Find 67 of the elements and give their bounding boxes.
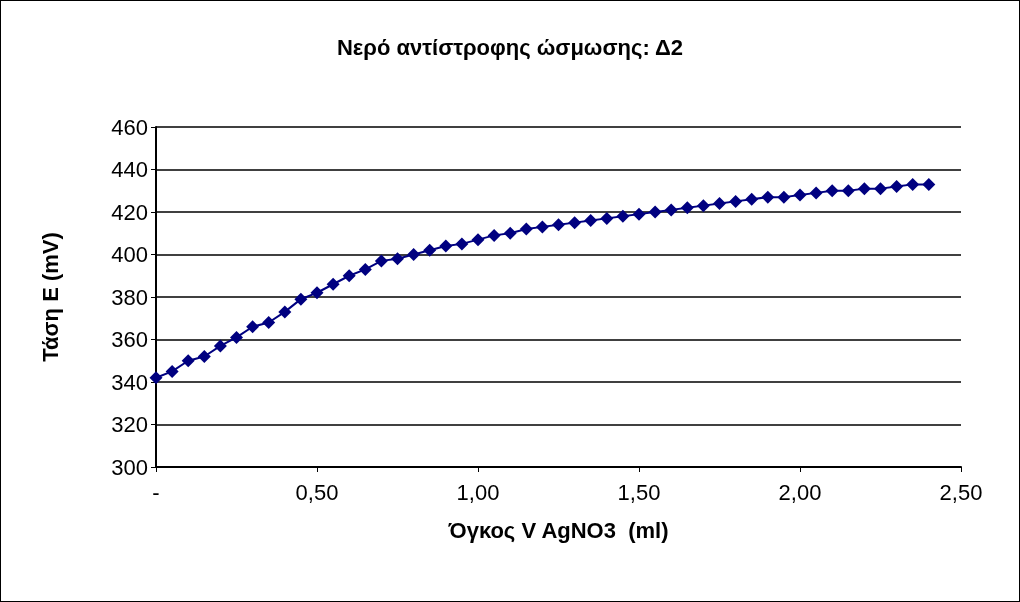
point	[326, 277, 340, 291]
point	[552, 218, 565, 232]
point	[165, 364, 179, 378]
y-tick-label: 300	[111, 454, 148, 480]
point	[391, 252, 404, 266]
y-tick-label: 400	[111, 242, 148, 267]
point	[777, 190, 791, 204]
point	[213, 339, 227, 353]
x-tick-label: 0,50	[295, 479, 339, 505]
point	[439, 239, 453, 253]
point	[568, 216, 582, 230]
point	[793, 188, 807, 202]
point	[471, 233, 485, 247]
point	[519, 222, 533, 236]
point	[262, 316, 276, 329]
point	[584, 214, 598, 227]
point	[696, 199, 710, 213]
point	[825, 184, 839, 198]
y-tick-label: 440	[111, 157, 148, 182]
x-tick-label: 1,50	[617, 479, 661, 505]
point	[841, 184, 855, 198]
point	[423, 243, 437, 257]
point	[761, 190, 775, 204]
point	[664, 203, 678, 217]
point	[374, 254, 388, 268]
y-axis-title: Τάση E (mV)	[37, 232, 63, 362]
point	[197, 350, 211, 363]
point	[922, 177, 936, 191]
x-tick-label: 2,00	[778, 479, 822, 505]
point	[809, 186, 823, 200]
point	[358, 262, 372, 276]
point	[310, 286, 324, 300]
point	[535, 220, 549, 234]
point	[600, 211, 614, 225]
point	[648, 205, 662, 219]
point	[455, 237, 469, 251]
point	[680, 201, 694, 215]
y-tick-label: 320	[111, 412, 148, 437]
point	[745, 192, 759, 206]
x-tick-label: 1,00	[456, 479, 500, 505]
y-tick-label: 340	[111, 369, 148, 395]
point	[729, 194, 743, 208]
point	[149, 371, 163, 385]
point	[407, 248, 421, 261]
point	[503, 226, 517, 240]
point	[874, 182, 887, 196]
point	[294, 292, 308, 306]
point	[906, 177, 920, 191]
point	[278, 305, 292, 319]
x-tick-label: 2,50	[939, 479, 983, 505]
x-axis-title: Όγκος V AgNO3 (ml)	[447, 517, 669, 543]
chart-title: Νερό αντίστροφης ώσμωσης: Δ2	[336, 34, 684, 60]
y-tick-label: 420	[111, 199, 148, 225]
point	[616, 209, 630, 223]
point	[890, 180, 904, 193]
x-tick-label: -	[152, 479, 160, 505]
y-tick-label: 460	[111, 114, 148, 140]
y-tick-label: 380	[111, 284, 148, 310]
point	[181, 354, 195, 368]
y-tick-label: 360	[111, 327, 148, 352]
point	[632, 207, 646, 221]
point	[713, 197, 726, 210]
point	[342, 269, 356, 283]
point	[246, 320, 260, 334]
point	[857, 182, 871, 196]
point	[487, 228, 501, 242]
point	[230, 330, 243, 344]
